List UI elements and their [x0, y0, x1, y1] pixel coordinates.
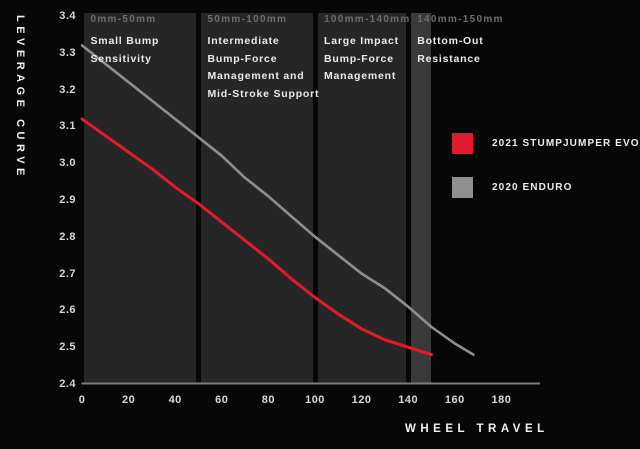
x-tick-label: 20 — [121, 394, 136, 406]
x-tick-label: 120 — [351, 394, 372, 406]
y-tick-label: 2.5 — [59, 341, 76, 354]
zone-description-line: Management — [324, 70, 397, 82]
y-axis-tick-labels: 3.4 3.3 3.2 3.1 3.0 2.9 2.8 2.7 2.6 2.5 2.4 — [40, 10, 76, 390]
zone-range-label: 100mm-140mm — [324, 14, 411, 25]
zone-annotation-3: 100mm-140mm Large Impact Bump-Force Managem… — [324, 13, 411, 86]
zone-description-line: Bump-Force — [324, 52, 394, 65]
x-axis-title: WHEEL TRAVEL — [405, 423, 549, 435]
zone-description-line: Bump-Force — [207, 52, 278, 65]
y-tick-label: 2.7 — [59, 267, 76, 280]
zone-band-4 — [410, 13, 432, 383]
zone-description-line: Small Bump — [90, 35, 160, 47]
x-tick-label: 40 — [168, 394, 182, 406]
zone-description-line: Bottom-Out — [417, 35, 484, 47]
y-tick-label: 2.9 — [59, 193, 76, 206]
y-tick-label: 2.6 — [59, 304, 76, 317]
zone-description: Small Bump Sensitivity — [91, 33, 160, 68]
y-tick-label: 3.4 — [59, 10, 76, 22]
y-tick-label: 3.0 — [59, 157, 76, 170]
zone-band-1 — [84, 13, 196, 383]
y-tick-label: 3.1 — [59, 120, 76, 133]
x-tick-label: 100 — [305, 394, 325, 406]
zone-description-line: Large Impact — [324, 35, 399, 47]
x-tick-label: 60 — [215, 394, 229, 406]
legend-label: 2021 STUMPJUMPER EVO — [492, 138, 640, 149]
y-tick-label: 3.3 — [59, 46, 76, 59]
x-tick-label: 140 — [398, 394, 419, 406]
zone-annotation-1: 0mm-50mm Small Bump Sensitivity — [91, 13, 160, 68]
zone-description-line: Resistance — [417, 52, 481, 65]
zone-description: Large Impact Bump-Force Management — [324, 33, 411, 86]
legend-swatch-red — [452, 133, 473, 154]
y-tick-label: 2.8 — [59, 230, 76, 243]
zone-annotation-4: 140mm-150mm Bottom-Out Resistance — [417, 13, 504, 68]
zone-description: Intermediate Bump-Force Management and Mid-… — [208, 33, 320, 103]
y-tick-label: 3.2 — [59, 83, 76, 96]
zone-description-line: Mid-Stroke Support — [207, 87, 320, 100]
x-tick-label: 160 — [444, 394, 465, 406]
zone-band-3 — [317, 13, 406, 383]
legend-label: 2020 ENDURO — [492, 182, 573, 193]
zone-range-label: 50mm-100mm — [207, 14, 288, 25]
x-tick-label: 0 — [78, 394, 86, 406]
curve-enduro — [80, 44, 475, 356]
zone-range-label: 140mm-150mm — [417, 14, 504, 25]
curve-stumpjumper-evo — [80, 117, 433, 357]
zone-description-line: Intermediate — [207, 35, 280, 47]
x-tick-label: 180 — [491, 394, 512, 406]
legend-swatch-gray — [452, 177, 473, 198]
zone-description: Bottom-Out Resistance — [417, 33, 504, 68]
zone-description-line: Sensitivity — [90, 52, 152, 65]
y-tick-label: 2.4 — [59, 377, 76, 390]
zone-description-line: Management and — [207, 70, 305, 82]
zone-range-label: 0mm-50mm — [90, 14, 157, 25]
zone-band-2 — [201, 13, 313, 383]
zone-annotation-2: 50mm-100mm Intermediate Bump-Force Manageme… — [208, 13, 320, 103]
x-tick-label: 80 — [261, 394, 276, 406]
